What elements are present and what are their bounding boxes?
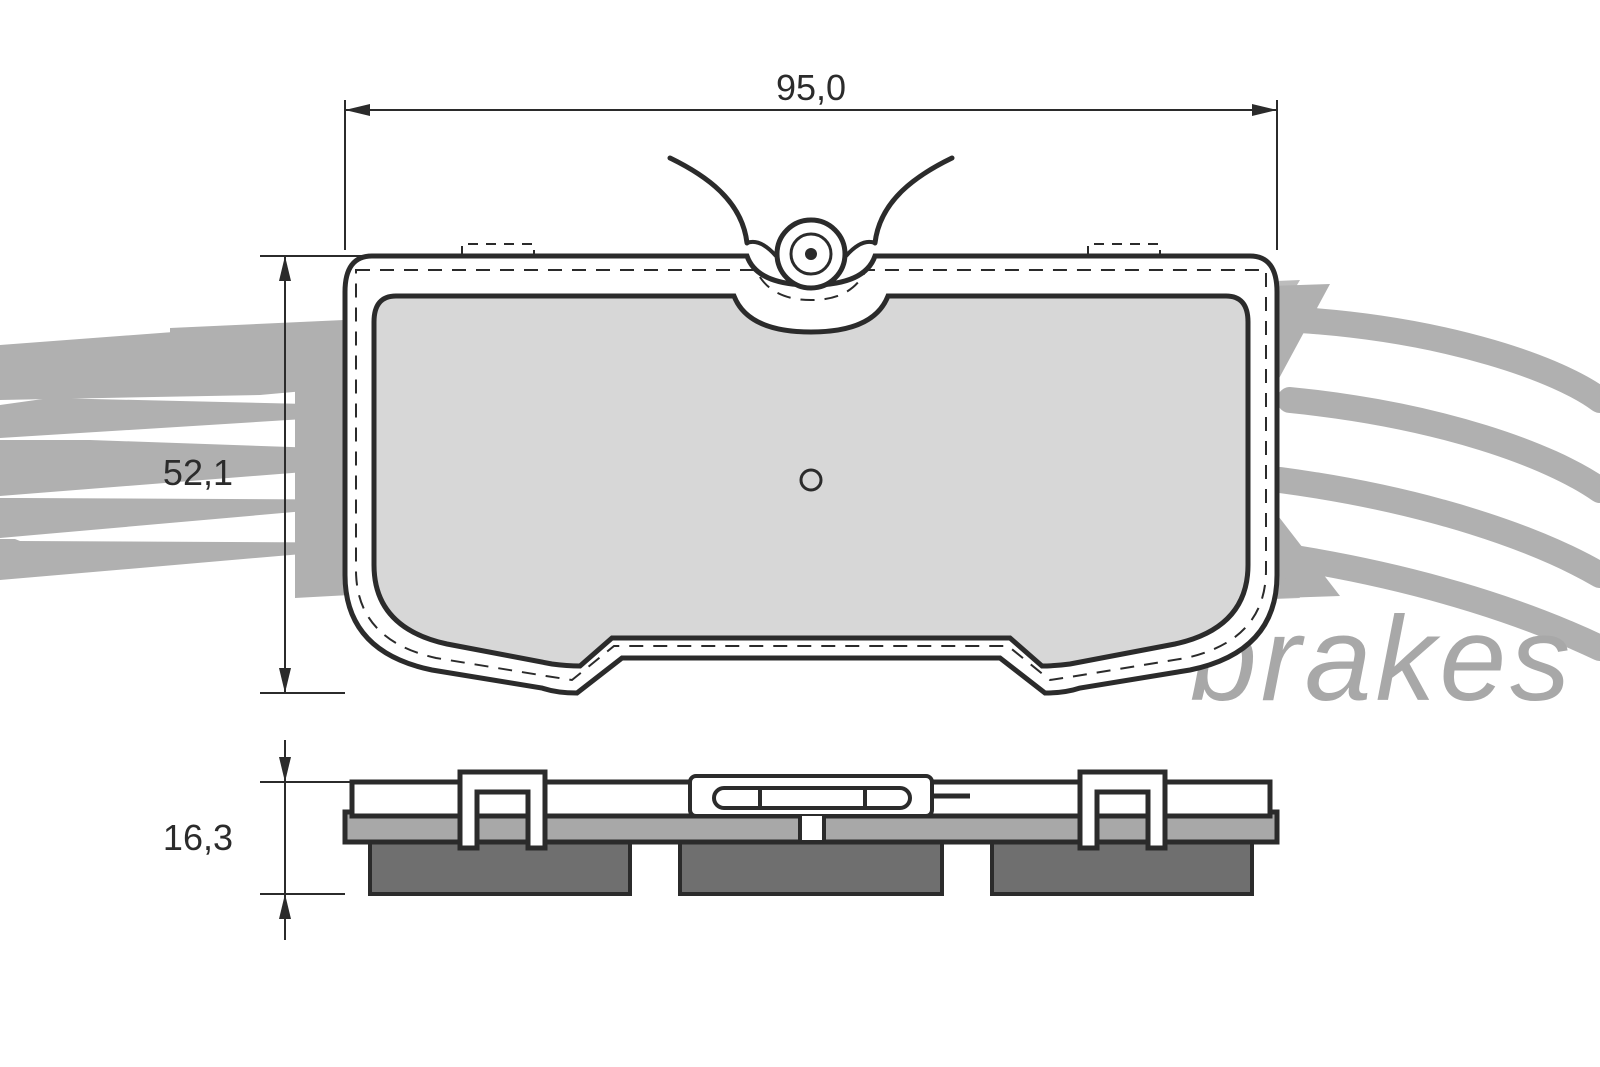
dimension-thickness-label: 16,3 bbox=[163, 817, 233, 858]
dimension-width-label: 95,0 bbox=[776, 67, 846, 108]
front-view bbox=[345, 158, 1277, 693]
technical-drawing: brakes 95,0 52,1 bbox=[0, 0, 1600, 1067]
side-view bbox=[345, 772, 1277, 894]
dimension-height-label: 52,1 bbox=[163, 452, 233, 493]
friction-material bbox=[374, 296, 1248, 666]
dimension-thickness bbox=[260, 740, 352, 940]
